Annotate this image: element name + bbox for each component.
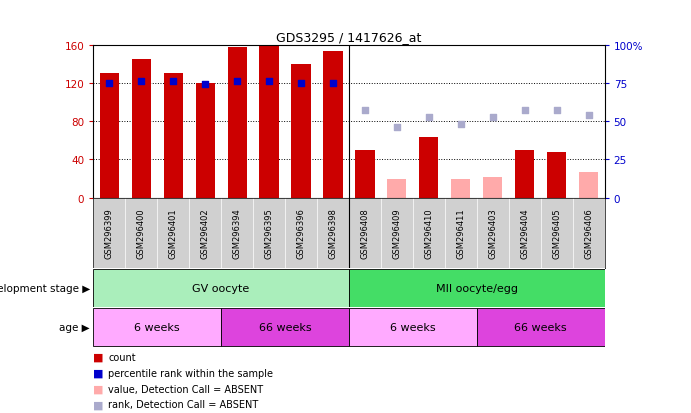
Point (200, 82, 211, 88)
Title: GDS3295 / 1417626_at: GDS3295 / 1417626_at (276, 31, 422, 44)
Point (391, 125, 402, 131)
Text: value, Detection Call = ABSENT: value, Detection Call = ABSENT (108, 384, 263, 394)
Bar (227, 48, 247, 198)
Bar (93, 309, 221, 346)
Text: percentile rank within the sample: percentile rank within the sample (108, 368, 274, 378)
Bar (164, 74, 182, 198)
Text: ■: ■ (93, 399, 104, 409)
Text: age ▶: age ▶ (59, 322, 90, 332)
Bar (515, 150, 534, 198)
Text: count: count (108, 352, 136, 362)
Text: GSM296403: GSM296403 (489, 208, 498, 259)
Bar (349, 269, 605, 307)
Point (455, 121, 466, 128)
Bar (451, 179, 471, 198)
Point (359, 108, 370, 114)
Text: rank, Detection Call = ABSENT: rank, Detection Call = ABSENT (108, 399, 258, 409)
Bar (259, 45, 278, 198)
Bar (323, 52, 343, 198)
Bar (483, 177, 502, 198)
Bar (419, 138, 438, 198)
Point (263, 79, 274, 85)
Text: GSM296395: GSM296395 (265, 208, 274, 259)
Point (168, 79, 179, 85)
Text: GSM296410: GSM296410 (424, 208, 433, 259)
Point (551, 108, 562, 114)
Bar (131, 60, 151, 198)
Point (296, 80, 307, 87)
Bar (196, 83, 215, 198)
Point (104, 80, 115, 87)
Text: 66 weeks: 66 weeks (514, 322, 567, 332)
Text: ■: ■ (93, 352, 104, 362)
Bar (292, 64, 310, 198)
Bar (579, 173, 598, 198)
Point (519, 108, 530, 114)
Text: 66 weeks: 66 weeks (258, 322, 312, 332)
Text: MII oocyte/egg: MII oocyte/egg (436, 283, 518, 293)
Text: GSM296406: GSM296406 (584, 208, 593, 259)
Text: GSM296411: GSM296411 (456, 208, 465, 259)
Text: 6 weeks: 6 weeks (390, 322, 436, 332)
Text: GSM296396: GSM296396 (296, 208, 305, 259)
Point (424, 114, 435, 121)
Text: GSM296409: GSM296409 (392, 208, 401, 259)
Point (583, 112, 594, 119)
Bar (93, 269, 349, 307)
Text: GSM296404: GSM296404 (520, 208, 529, 259)
Point (487, 114, 498, 121)
Text: GSM296400: GSM296400 (137, 208, 146, 259)
Text: GSM296399: GSM296399 (105, 208, 114, 259)
Text: GV oocyte: GV oocyte (193, 283, 249, 293)
Bar (387, 179, 406, 198)
Bar (349, 309, 477, 346)
Point (328, 80, 339, 87)
Bar (221, 309, 349, 346)
Text: GSM296405: GSM296405 (552, 208, 561, 259)
Text: ■: ■ (93, 384, 104, 394)
Text: GSM296398: GSM296398 (328, 208, 337, 259)
Bar (100, 74, 119, 198)
Text: GSM296408: GSM296408 (361, 208, 370, 259)
Bar (355, 150, 375, 198)
Text: 6 weeks: 6 weeks (134, 322, 180, 332)
Text: development stage ▶: development stage ▶ (0, 283, 90, 293)
Point (231, 79, 243, 85)
Text: GSM296402: GSM296402 (200, 208, 209, 259)
Point (135, 79, 146, 85)
Bar (547, 152, 566, 198)
Text: GSM296394: GSM296394 (233, 208, 242, 259)
Bar (477, 309, 605, 346)
Text: ■: ■ (93, 368, 104, 378)
Text: GSM296401: GSM296401 (169, 208, 178, 259)
